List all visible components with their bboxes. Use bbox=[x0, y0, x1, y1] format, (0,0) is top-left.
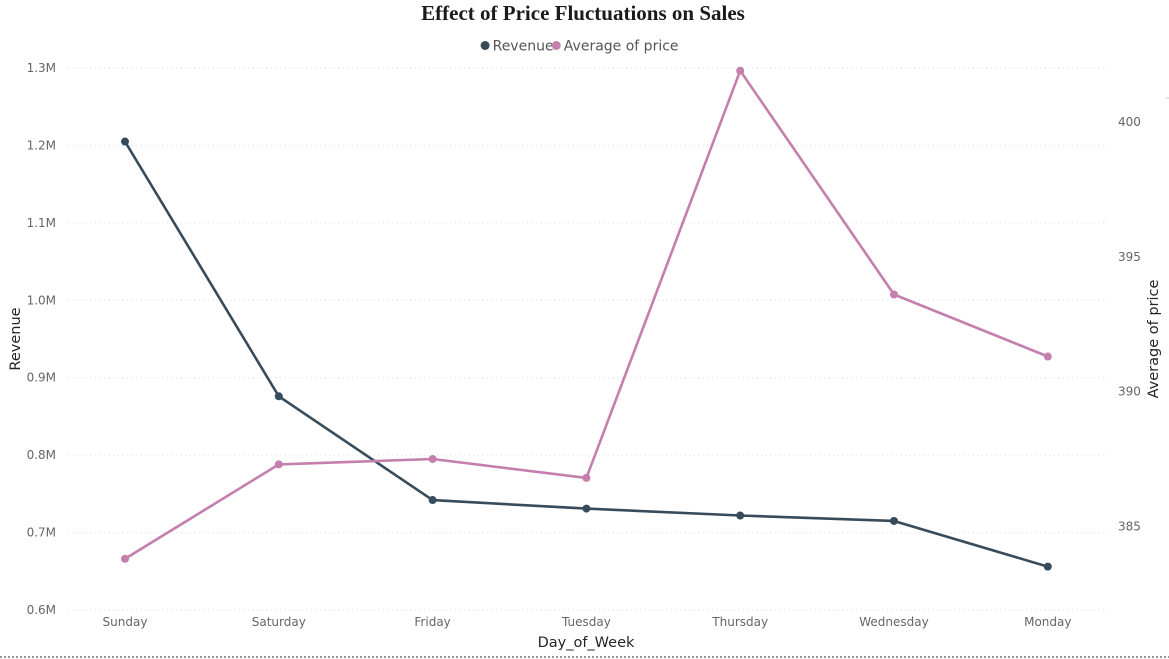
y-tick-label: 1.2M bbox=[27, 138, 56, 152]
y-tick-label: 1.3M bbox=[27, 61, 56, 75]
chart-title: Effect of Price Fluctuations on Sales bbox=[421, 1, 745, 25]
data-point[interactable] bbox=[736, 66, 745, 75]
data-point[interactable] bbox=[1043, 562, 1052, 571]
x-axis-ticks: Sunday Saturday Friday Tuesday Thursday Wedne… bbox=[103, 615, 1072, 629]
data-point[interactable] bbox=[274, 460, 283, 469]
data-point[interactable] bbox=[428, 496, 437, 505]
data-point[interactable] bbox=[121, 554, 129, 563]
legend[interactable]: Revenue Average of price bbox=[480, 39, 679, 55]
x-tick-label: Friday bbox=[414, 615, 450, 629]
y2-tick-label: 390 bbox=[1118, 385, 1141, 399]
legend-marker-icon bbox=[551, 41, 561, 50]
y-tick-label: 1.0M bbox=[27, 293, 56, 307]
y-tick-label: 1.1M bbox=[27, 216, 56, 230]
legend-item[interactable]: Revenue bbox=[480, 39, 554, 55]
data-point[interactable] bbox=[121, 137, 129, 146]
x-tick-label: Monday bbox=[1024, 615, 1071, 629]
price-series[interactable] bbox=[121, 66, 1052, 563]
legend-marker-icon bbox=[480, 41, 490, 50]
x-tick-label: Tuesday bbox=[561, 615, 611, 629]
y2-tick-label: 395 bbox=[1118, 250, 1141, 264]
legend-item[interactable]: Average of price bbox=[551, 39, 679, 55]
y-tick-label: 0.9M bbox=[27, 371, 56, 385]
data-point[interactable] bbox=[582, 473, 591, 482]
data-point[interactable] bbox=[890, 290, 898, 299]
left-axis-ticks: 0.6M 0.7M 0.8M 0.9M 1.0M 1.1M 1.2M 1.3M bbox=[27, 61, 56, 617]
y-tick-label: 0.6M bbox=[27, 603, 56, 617]
y-tick-label: 0.7M bbox=[27, 526, 56, 540]
data-point[interactable] bbox=[1043, 352, 1052, 361]
y-axis-title: Revenue bbox=[8, 307, 24, 370]
x-axis-title: Day_of_Week bbox=[538, 635, 635, 651]
y2-tick-label: 400 bbox=[1118, 115, 1141, 129]
y2-tick-label: 385 bbox=[1118, 519, 1141, 533]
y-tick-label: 0.8M bbox=[27, 448, 56, 462]
x-tick-label: Thursday bbox=[711, 615, 768, 629]
legend-label: Revenue bbox=[493, 39, 554, 55]
x-tick-label: Saturday bbox=[252, 615, 306, 629]
legend-label: Average of price bbox=[564, 39, 679, 55]
right-axis-ticks: 385 390 395 400 bbox=[1118, 115, 1141, 533]
revenue-series[interactable] bbox=[121, 137, 1052, 571]
x-tick-label: Wednesday bbox=[859, 615, 928, 629]
data-point[interactable] bbox=[890, 516, 898, 525]
data-point[interactable] bbox=[428, 454, 437, 463]
series-layer bbox=[121, 66, 1052, 571]
x-tick-label: Sunday bbox=[103, 615, 148, 629]
data-point[interactable] bbox=[274, 392, 283, 401]
data-point[interactable] bbox=[582, 504, 591, 513]
y2-axis-title: Average of price bbox=[1146, 280, 1162, 399]
data-point[interactable] bbox=[736, 511, 745, 520]
